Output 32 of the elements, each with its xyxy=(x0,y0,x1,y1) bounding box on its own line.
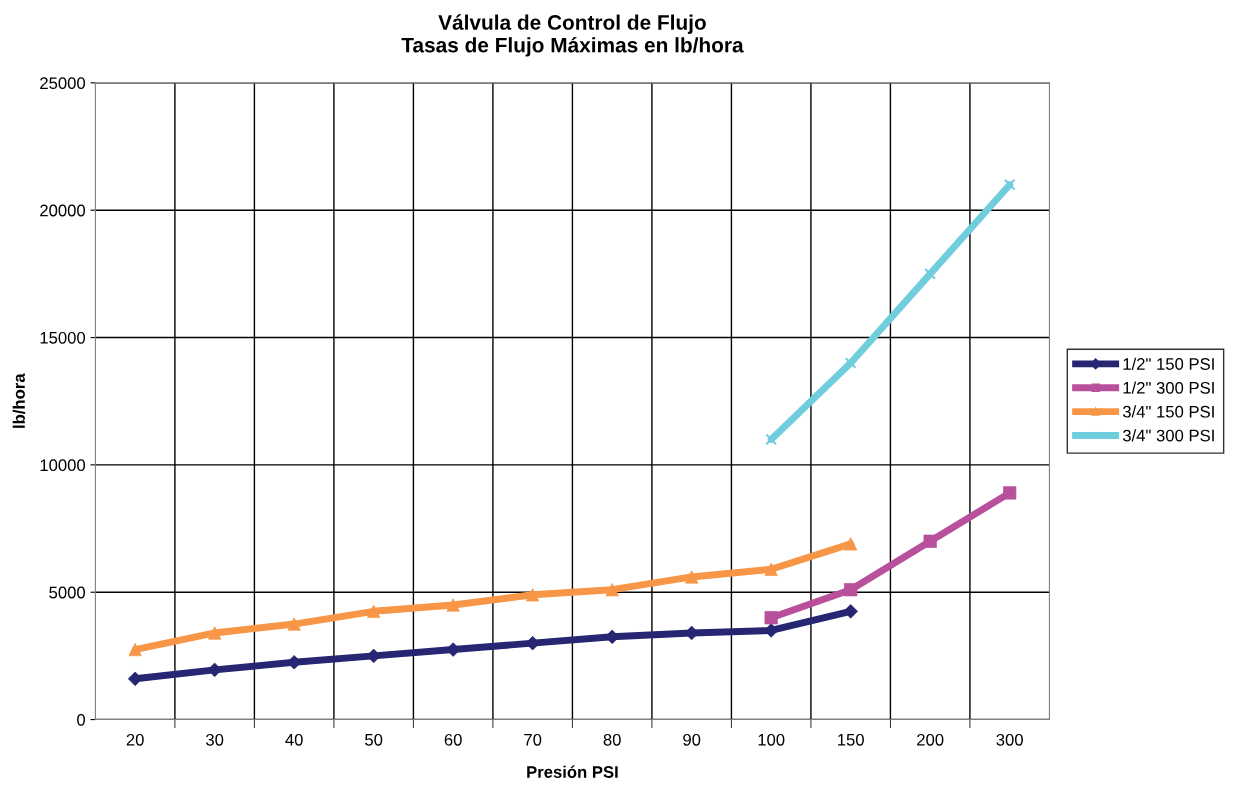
x-tick-label: 200 xyxy=(917,733,944,746)
x-axis-title: Presión PSI xyxy=(527,765,618,778)
x-tick-label: 30 xyxy=(206,733,224,746)
x-tick-label: 50 xyxy=(365,733,383,746)
legend-label: 3/4" 300 PSI xyxy=(1122,429,1214,442)
chart-title: Válvula de Control de Flujo Tasas de Flujo Máximas en lb/hora xyxy=(401,14,744,57)
y-tick-label: 10000 xyxy=(40,459,86,472)
x-tick-label: 80 xyxy=(603,733,621,746)
point xyxy=(924,267,937,280)
x-tick-label: 60 xyxy=(444,733,462,746)
x-tick-label: 300 xyxy=(996,733,1023,746)
x-tick-label: 150 xyxy=(838,733,864,746)
point xyxy=(1003,178,1016,191)
point xyxy=(764,611,778,625)
x-tick-label: 100 xyxy=(758,733,785,746)
y-tick-label: 5000 xyxy=(49,586,86,599)
y-tick-label: 20000 xyxy=(40,204,86,217)
x-tick-label: 70 xyxy=(524,733,542,746)
point xyxy=(1003,486,1017,500)
y-tick-label: 25000 xyxy=(40,77,86,90)
point xyxy=(844,583,858,597)
point xyxy=(765,433,778,446)
x-tick-label: 40 xyxy=(285,733,303,746)
legend-label: 1/2" 300 PSI xyxy=(1123,381,1214,394)
y-tick-label: 15000 xyxy=(40,331,86,344)
y-axis-title: lb/hora xyxy=(12,373,26,428)
legend-label: 3/4" 150 PSI xyxy=(1122,405,1214,418)
legend-label: 1/2" 150 PSI xyxy=(1123,357,1214,370)
x-tick-label: 90 xyxy=(683,733,701,746)
x-tick-label: 20 xyxy=(126,733,144,746)
y-tick-label: 0 xyxy=(77,713,86,726)
point xyxy=(844,357,857,369)
